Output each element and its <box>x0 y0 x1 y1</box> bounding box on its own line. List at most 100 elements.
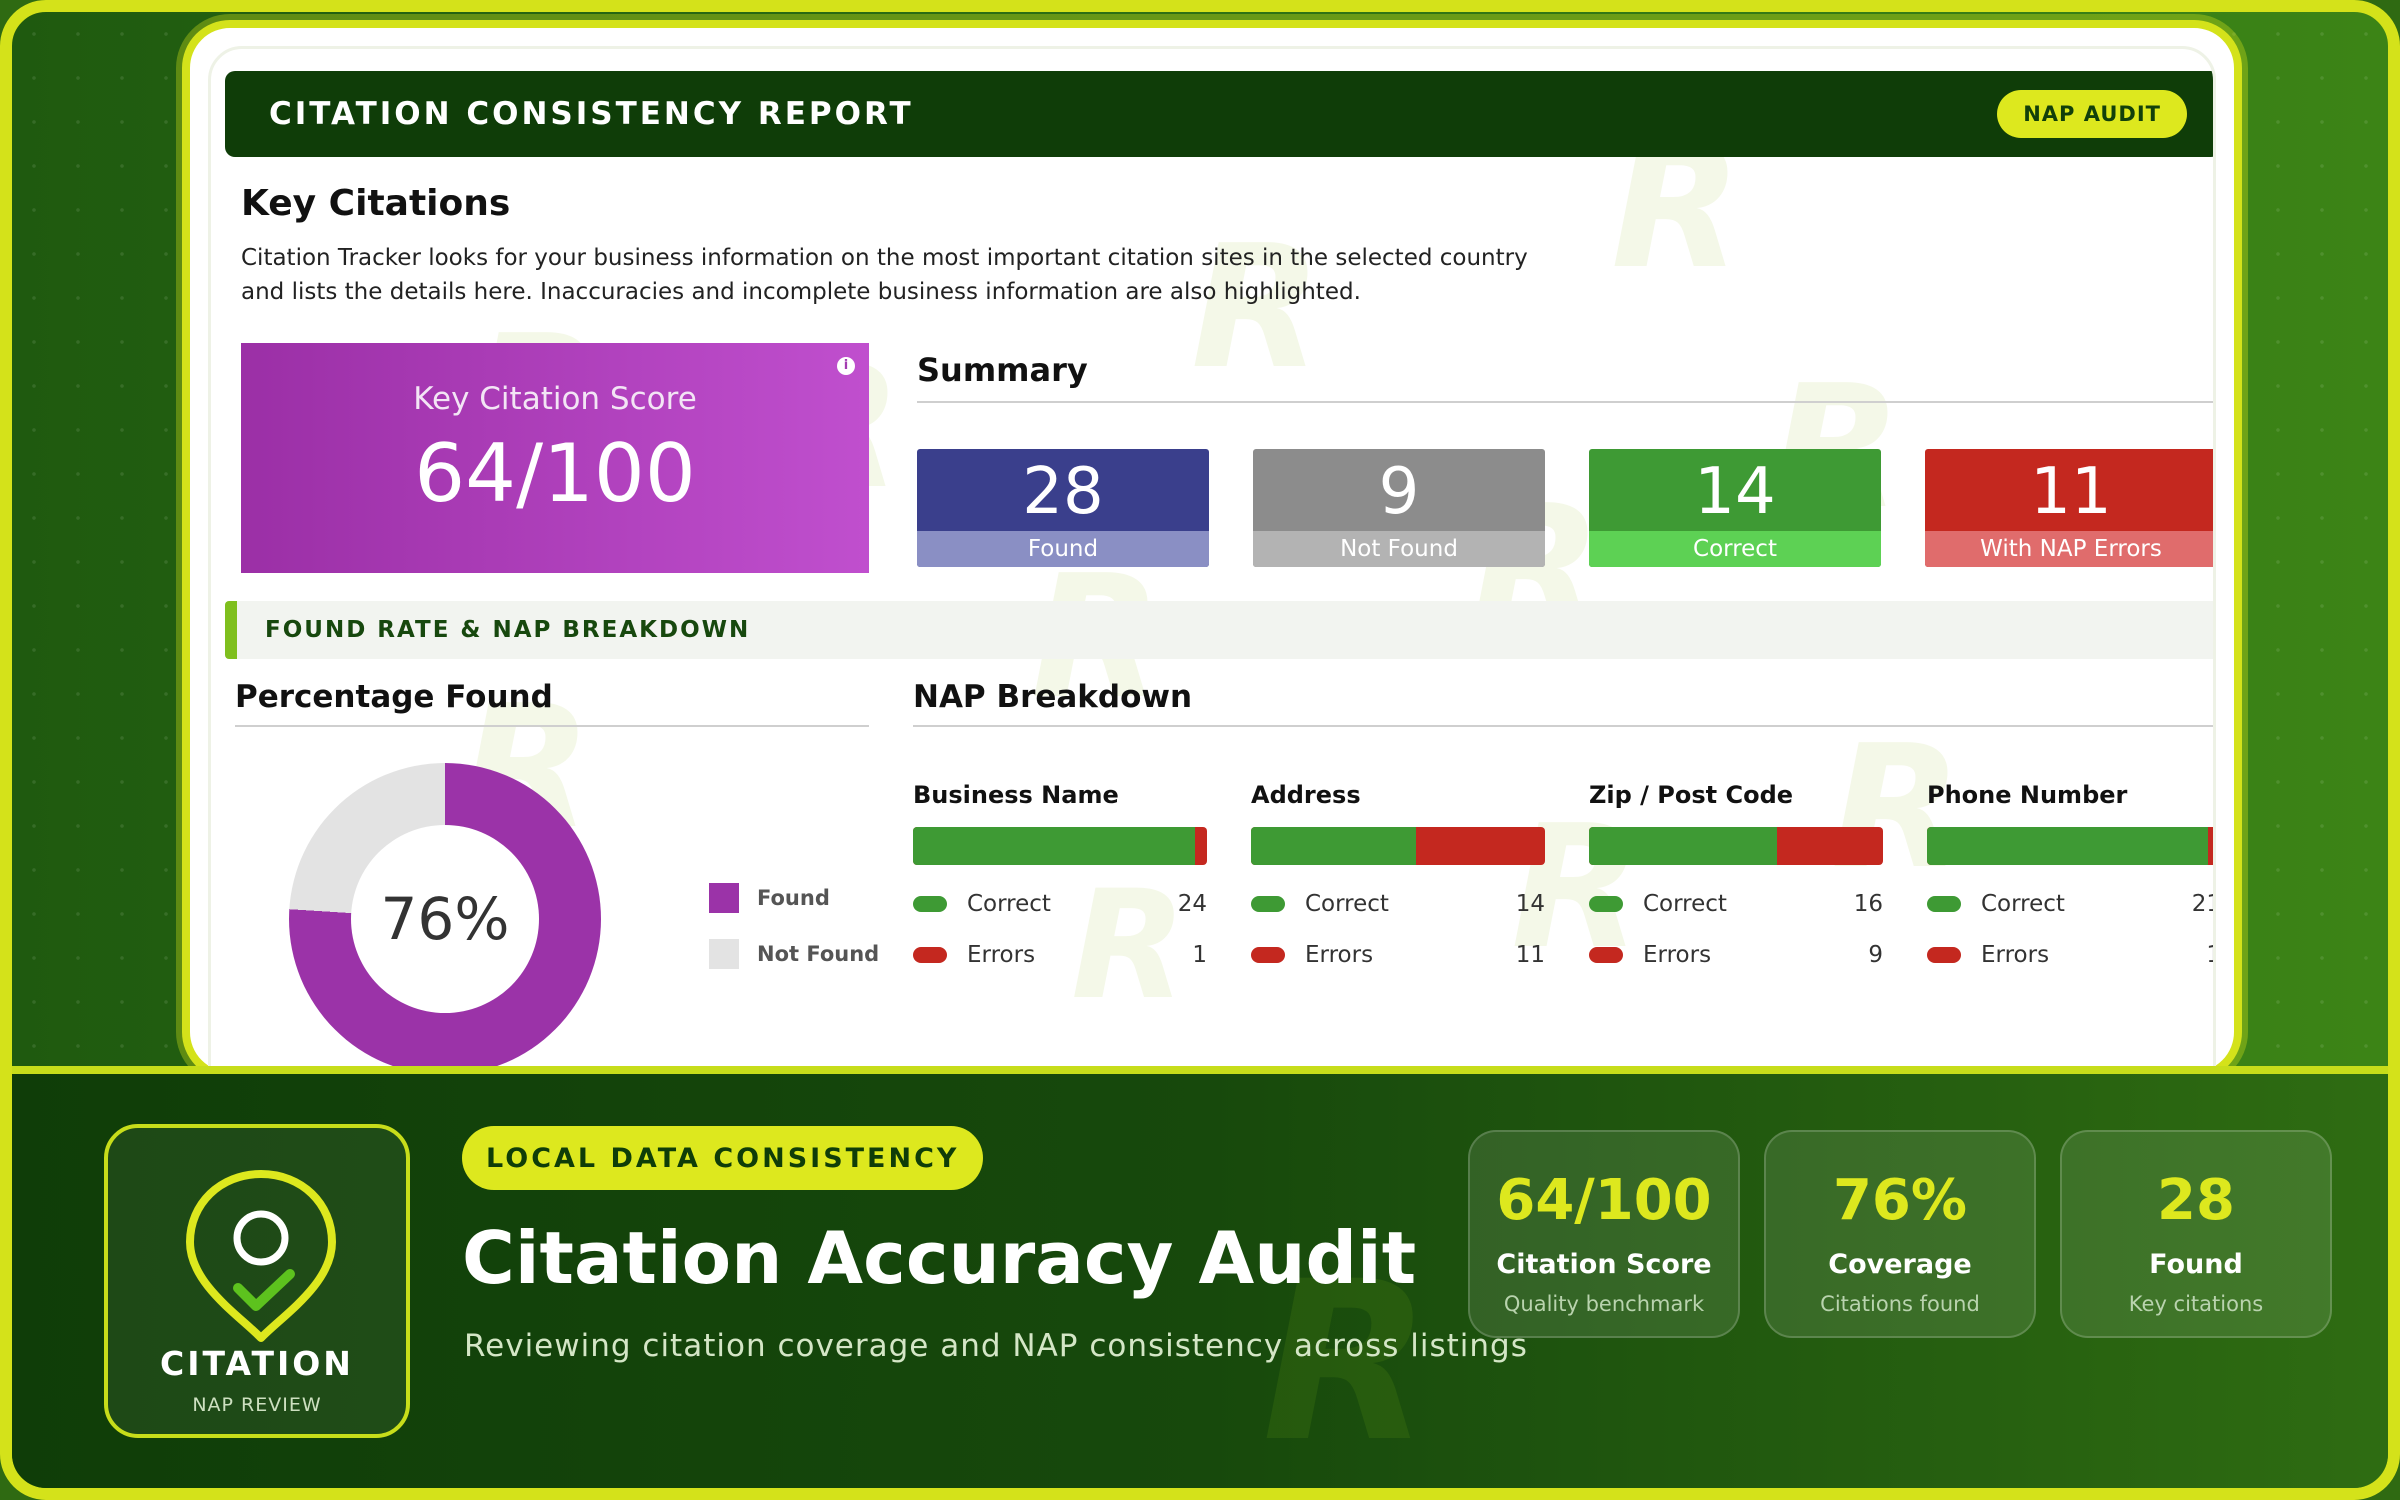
nap-row-correct: Correct 16 <box>1589 891 1883 917</box>
nap-column-title: Phone Number <box>1927 781 2128 809</box>
nap-breakdown-heading: NAP Breakdown <box>913 679 1193 715</box>
nap-audit-badge: NAP AUDIT <box>1997 90 2187 138</box>
stat-label: Found <box>917 531 1209 567</box>
nap-bar <box>1927 827 2213 865</box>
score-value: 64/100 <box>414 427 696 520</box>
nap-column-zip-code: Zip / Post Code Correct 16 Errors 9 <box>1589 781 1883 968</box>
row-label: Correct <box>1981 891 2065 917</box>
nap-column-business-name: Business Name Correct 24 Errors 1 <box>913 781 1207 968</box>
stat-label: With NAP Errors <box>1925 531 2213 567</box>
report-header: CITATION CONSISTENCY REPORT NAP AUDIT <box>225 71 2213 157</box>
divider <box>913 725 2213 727</box>
row-value: 11 <box>1515 942 1545 968</box>
stat-value: 14 <box>1694 455 1776 529</box>
legend-item-not-found: Not Found <box>709 939 879 969</box>
metric-value: 28 <box>2157 1168 2235 1233</box>
row-label: Correct <box>1643 891 1727 917</box>
nap-bar-correct-fill <box>1251 827 1416 865</box>
percentage-found-heading: Percentage Found <box>235 679 553 715</box>
row-label: Errors <box>1305 942 1374 968</box>
metric-subtitle: Key citations <box>2128 1292 2264 1316</box>
nap-column-address: Address Correct 14 Errors 11 <box>1251 781 1545 968</box>
metric-label: Coverage <box>1828 1249 1972 1280</box>
location-pin-check-icon <box>186 1170 336 1342</box>
metric-found: 28 Found Key citations <box>2060 1130 2332 1338</box>
key-citation-score-tile: i Key Citation Score 64/100 <box>241 343 869 573</box>
nap-row-errors: Errors 11 <box>1251 942 1545 968</box>
stat-correct: 14 Correct <box>1589 449 1881 567</box>
stat-label: Correct <box>1589 531 1881 567</box>
error-indicator <box>913 947 947 963</box>
nap-column-phone-number: Phone Number Correct 21 Errors 1 <box>1927 781 2213 968</box>
metric-subtitle: Citations found <box>1820 1292 1980 1316</box>
badge-title: CITATION <box>160 1344 354 1383</box>
row-label: Errors <box>1981 942 2050 968</box>
row-label: Errors <box>967 942 1036 968</box>
nap-bar <box>913 827 1207 865</box>
row-label: Correct <box>967 891 1051 917</box>
found-donut-chart: 76% <box>289 763 601 1069</box>
nap-bar <box>1251 827 1545 865</box>
summary-heading: Summary <box>917 351 1088 389</box>
row-value: 1 <box>1192 942 1207 968</box>
stat-label: Not Found <box>1253 531 1545 567</box>
nap-column-title: Address <box>1251 781 1361 809</box>
metric-value: 64/100 <box>1496 1168 1712 1233</box>
correct-indicator <box>913 896 947 912</box>
row-label: Errors <box>1643 942 1712 968</box>
report-title: CITATION CONSISTENCY REPORT <box>269 96 914 132</box>
stat-value: 9 <box>1378 455 1420 529</box>
divider <box>917 401 2213 403</box>
nap-row-correct: Correct 14 <box>1251 891 1545 917</box>
key-citations-description: Citation Tracker looks for your business… <box>241 245 1528 305</box>
nap-row-correct: Correct 21 <box>1927 891 2213 917</box>
nap-row-errors: Errors 1 <box>1927 942 2213 968</box>
legend-item-found: Found <box>709 883 879 913</box>
section-label: FOUND RATE & NAP BREAKDOWN <box>265 617 751 643</box>
nap-column-title: Zip / Post Code <box>1589 781 1794 809</box>
stat-value: 28 <box>1022 455 1104 529</box>
row-value: 16 <box>1853 891 1883 917</box>
stat-found: 28 Found <box>917 449 1209 567</box>
citation-badge: CITATION NAP REVIEW <box>104 1124 410 1438</box>
score-label: Key Citation Score <box>413 381 697 417</box>
correct-indicator <box>1251 896 1285 912</box>
error-indicator <box>1251 947 1285 963</box>
correct-indicator <box>1589 896 1623 912</box>
metric-label: Citation Score <box>1496 1249 1712 1280</box>
legend-label: Not Found <box>757 942 880 966</box>
nap-bar <box>1589 827 1883 865</box>
nap-bar-correct-fill <box>913 827 1196 865</box>
row-value: 1 <box>2181 942 2213 968</box>
metric-citation-score: 64/100 Citation Score Quality benchmark <box>1468 1130 1740 1338</box>
row-value: 14 <box>1515 891 1545 917</box>
info-icon[interactable]: i <box>837 357 855 375</box>
nap-column-title: Business Name <box>913 781 1119 809</box>
category-tag: LOCAL DATA CONSISTENCY <box>462 1126 984 1190</box>
legend-label: Found <box>757 886 830 910</box>
nap-row-errors: Errors 1 <box>913 942 1207 968</box>
row-value: 9 <box>1868 942 1883 968</box>
row-value: 21 <box>2191 891 2213 917</box>
badge-subtitle: NAP REVIEW <box>192 1394 322 1416</box>
error-indicator <box>1927 947 1961 963</box>
banner-title: Citation Accuracy Audit <box>462 1216 1417 1300</box>
error-indicator <box>1589 947 1623 963</box>
metric-coverage: 76% Coverage Citations found <box>1764 1130 2036 1338</box>
donut-center-label: 76% <box>351 825 539 1013</box>
nap-row-correct: Correct 24 <box>913 891 1207 917</box>
row-value: 24 <box>1177 891 1207 917</box>
key-citations-heading: Key Citations <box>241 183 511 224</box>
correct-indicator <box>1927 896 1961 912</box>
banner-subtitle: Reviewing citation coverage and NAP cons… <box>464 1328 1528 1364</box>
legend-swatch <box>709 939 739 969</box>
row-label: Correct <box>1305 891 1389 917</box>
report-body: R R R R R R R R R R R CITATION CONSISTEN… <box>208 46 2216 1072</box>
stat-not-found: 9 Not Found <box>1253 449 1545 567</box>
nap-bar-correct-fill <box>1589 827 1778 865</box>
legend-swatch <box>709 883 739 913</box>
nap-bar-correct-fill <box>1927 827 2208 865</box>
stat-value: 11 <box>2030 455 2112 529</box>
report-card: R R R R R R R R R R R CITATION CONSISTEN… <box>182 20 2242 1080</box>
